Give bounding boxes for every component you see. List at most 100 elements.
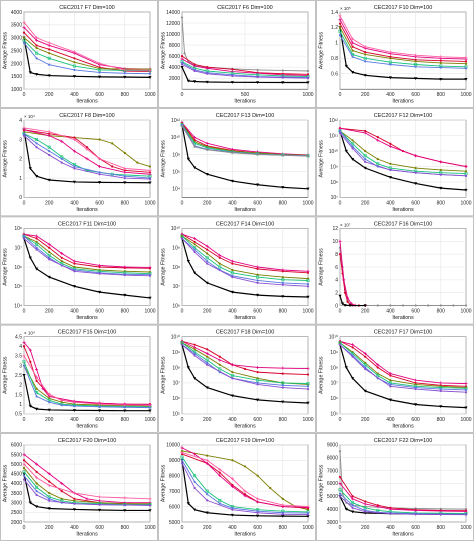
series-line bbox=[23, 471, 150, 506]
data-point bbox=[281, 386, 284, 389]
data-point bbox=[206, 148, 209, 151]
x-tick-label: 400 bbox=[228, 417, 237, 423]
series-line bbox=[181, 238, 309, 285]
data-point bbox=[348, 304, 352, 308]
chart-title: CEC2017 F14 Dim=100 bbox=[216, 221, 275, 227]
data-point bbox=[98, 181, 102, 184]
data-point bbox=[363, 502, 367, 506]
data-point bbox=[256, 500, 260, 504]
data-point bbox=[148, 181, 152, 185]
data-point bbox=[85, 146, 89, 149]
y-tick-label: 4000 bbox=[11, 10, 22, 16]
data-point bbox=[85, 147, 89, 151]
data-point bbox=[464, 67, 468, 70]
data-point bbox=[281, 81, 285, 85]
data-point bbox=[98, 402, 102, 406]
data-point bbox=[439, 61, 442, 65]
y-tick-label: 14000 bbox=[166, 10, 180, 16]
data-point bbox=[35, 51, 39, 55]
data-point bbox=[338, 131, 342, 135]
data-point bbox=[464, 165, 468, 169]
data-point bbox=[389, 304, 392, 307]
x-tick-label: 0 bbox=[339, 92, 342, 98]
data-point bbox=[48, 48, 51, 51]
x-tick-label: 200 bbox=[203, 309, 212, 315]
y-axis-label: Average Fitness bbox=[319, 248, 325, 286]
data-point bbox=[73, 68, 76, 71]
data-point bbox=[281, 503, 285, 507]
data-point bbox=[180, 455, 184, 459]
data-point bbox=[35, 482, 38, 485]
data-point bbox=[123, 496, 127, 500]
data-point bbox=[47, 408, 51, 412]
x-tick-label: 1000 bbox=[460, 92, 471, 98]
y-tick-label: 10¹¹ bbox=[329, 133, 338, 139]
data-point bbox=[193, 243, 196, 246]
x-axis-label: Iterations bbox=[234, 99, 256, 105]
data-point bbox=[256, 153, 259, 156]
data-point bbox=[388, 50, 392, 54]
y-tick-label: 10⁸ bbox=[172, 365, 180, 371]
data-point bbox=[414, 403, 418, 407]
data-point bbox=[306, 385, 310, 388]
x-tick-label: 1000 bbox=[460, 200, 471, 206]
data-point bbox=[98, 495, 102, 499]
y-exponent-label: × 10⁴ bbox=[24, 331, 35, 336]
data-point bbox=[123, 509, 127, 513]
data-point bbox=[22, 474, 26, 477]
data-point bbox=[72, 400, 76, 404]
data-point bbox=[193, 271, 197, 275]
data-point bbox=[206, 499, 209, 502]
y-tick-label: 4.5 bbox=[15, 334, 22, 340]
data-point bbox=[123, 170, 127, 174]
data-point bbox=[47, 74, 51, 78]
data-point bbox=[193, 508, 197, 512]
x-tick-label: 800 bbox=[279, 525, 288, 531]
data-point bbox=[22, 134, 26, 137]
x-tick-label: 800 bbox=[437, 417, 446, 423]
y-tick-label: 9000 bbox=[327, 443, 338, 449]
data-point bbox=[48, 52, 51, 55]
data-point bbox=[22, 41, 26, 44]
data-point bbox=[389, 55, 392, 58]
data-point bbox=[180, 343, 184, 346]
data-point bbox=[306, 382, 310, 386]
data-point bbox=[256, 293, 260, 297]
data-point bbox=[48, 149, 51, 153]
data-point bbox=[376, 366, 379, 369]
data-point bbox=[193, 377, 197, 380]
x-tick-label: 800 bbox=[437, 92, 446, 98]
y-tick-label: 5000 bbox=[11, 462, 22, 468]
y-tick-label: 6000 bbox=[327, 481, 338, 487]
data-point bbox=[363, 45, 367, 49]
data-point bbox=[123, 169, 126, 172]
data-point bbox=[35, 246, 38, 249]
data-point bbox=[230, 81, 234, 84]
data-point bbox=[342, 278, 346, 282]
data-point bbox=[389, 379, 392, 382]
data-point bbox=[22, 38, 26, 42]
x-tick-label: 1000 bbox=[460, 309, 471, 315]
data-point bbox=[464, 56, 468, 60]
data-point bbox=[364, 510, 367, 513]
data-point bbox=[439, 66, 442, 69]
data-point bbox=[346, 300, 349, 303]
data-point bbox=[351, 37, 355, 41]
y-axis-label: Average Fitness bbox=[161, 140, 167, 178]
data-point bbox=[218, 262, 221, 265]
x-tick-label: 800 bbox=[437, 525, 446, 531]
data-point bbox=[414, 378, 418, 382]
data-point bbox=[22, 354, 26, 358]
x-tick-label: 200 bbox=[361, 525, 370, 531]
data-point bbox=[338, 14, 342, 18]
y-tick-label: 10⁹ bbox=[172, 246, 180, 252]
data-point bbox=[35, 57, 38, 60]
data-point bbox=[60, 139, 64, 143]
data-point bbox=[148, 504, 152, 507]
x-axis-label: Iterations bbox=[234, 315, 256, 321]
data-point bbox=[439, 173, 442, 176]
series-line bbox=[181, 124, 309, 190]
chart-title: CEC2017 F13 Dim=100 bbox=[216, 113, 275, 119]
data-point bbox=[98, 272, 101, 275]
data-point bbox=[48, 63, 51, 66]
